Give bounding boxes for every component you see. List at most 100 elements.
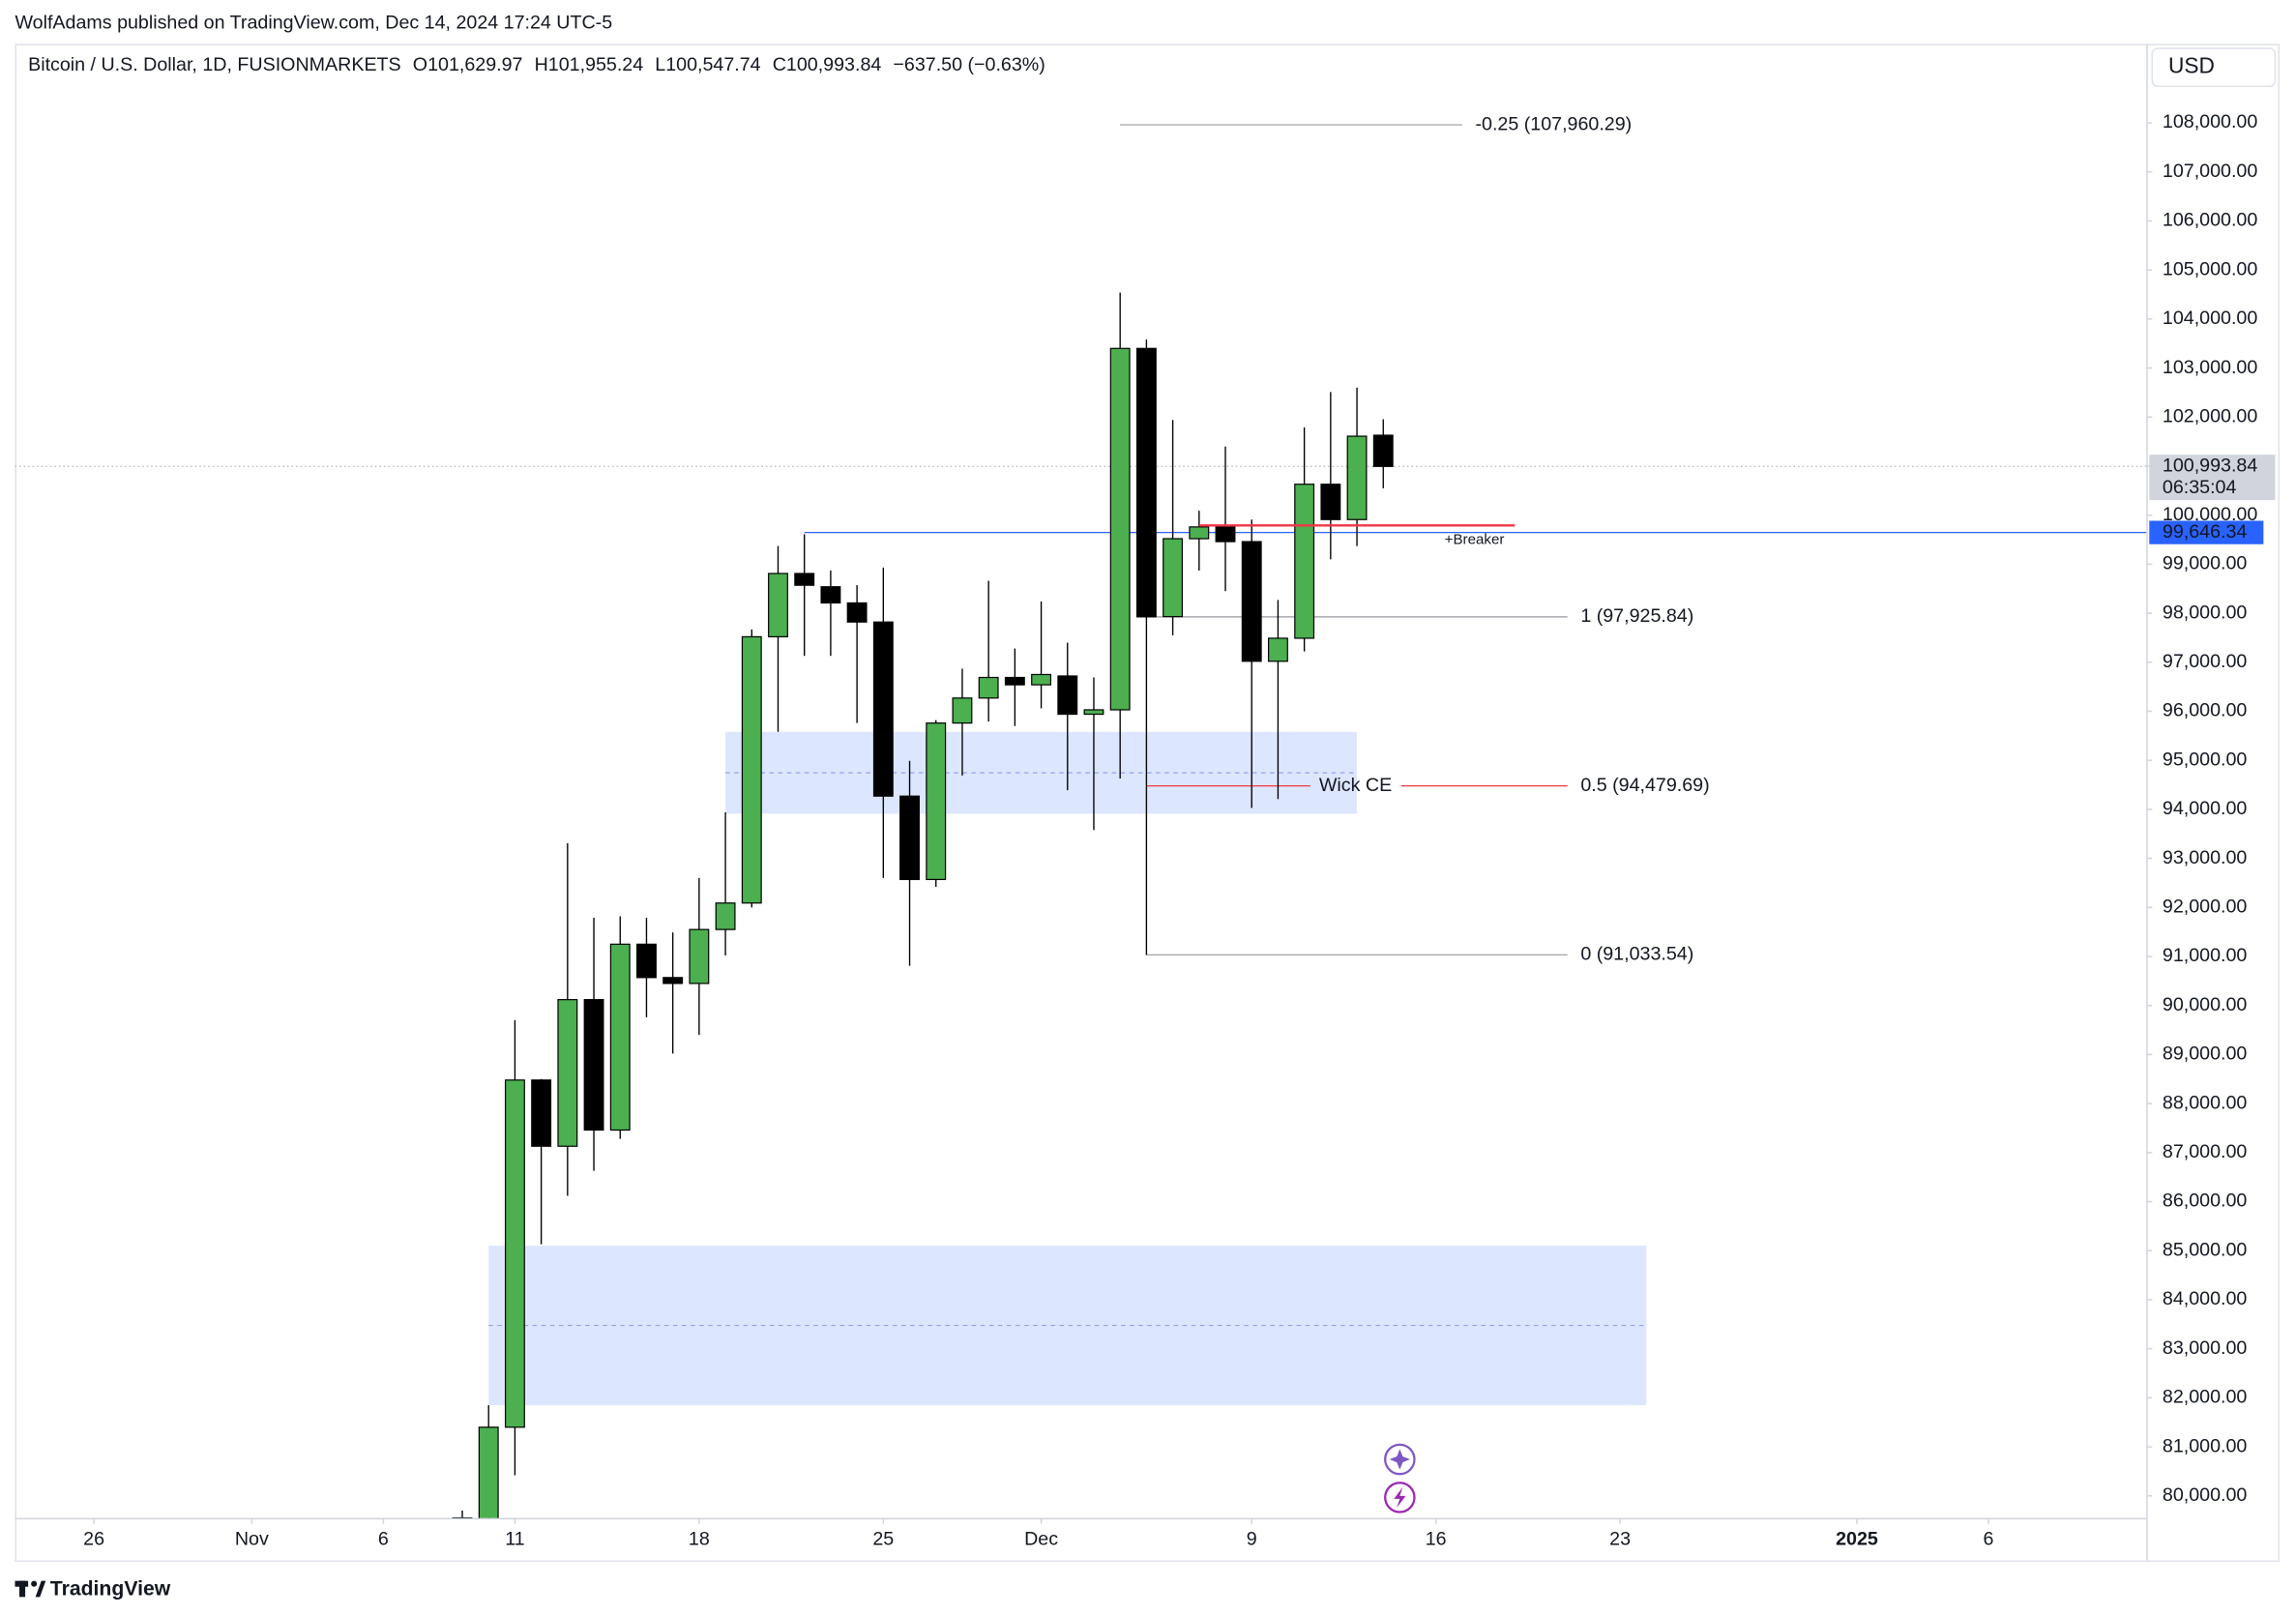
y-tick-label: 103,000.00: [2163, 357, 2257, 378]
candle-body: [557, 999, 578, 1147]
candle-body: [1320, 484, 1341, 520]
y-tick-label: 100,000.00: [2163, 504, 2257, 525]
x-tick-label: Nov: [235, 1528, 269, 1549]
x-tick-label: 16: [1426, 1528, 1447, 1549]
currency-button[interactable]: [2151, 47, 2277, 88]
frame: [15, 44, 2281, 1562]
y-tick-label: 106,000.00: [2163, 210, 2257, 231]
icon-bolt: [1394, 1486, 1406, 1508]
plot: -0.25 (107,960.29) 1 (97,925.84) Wick CE 0.…: [15, 113, 2147, 1518]
x-tick-label: 2025: [1836, 1528, 1878, 1549]
candle-body: [1031, 673, 1052, 686]
y-tick-label: 82,000.00: [2163, 1387, 2248, 1408]
x-tick-label: 11: [505, 1528, 524, 1549]
candle-body: [1004, 676, 1025, 686]
candle-body: [1372, 434, 1394, 467]
candle-body: [768, 573, 788, 638]
x-tick-label: Dec: [1024, 1528, 1058, 1549]
x-tick-label: 9: [1247, 1528, 1257, 1549]
price-line-box: [2149, 520, 2264, 544]
y-tick-label: 95,000.00: [2163, 749, 2248, 770]
legend-key: H: [535, 54, 548, 75]
candle-body: [820, 586, 841, 604]
candle-body: [1189, 526, 1210, 540]
legend: Bitcoin / U.S. Dollar, 1D, FUSIONMARKETS…: [28, 54, 1045, 75]
candle-body: [1294, 484, 1315, 639]
x-tick-label: 18: [689, 1528, 710, 1549]
legend-key: C: [773, 54, 786, 75]
brand-logo: [15, 1580, 46, 1598]
y-tick-label: 92,000.00: [2163, 896, 2248, 918]
legend-value: 101,955.24: [548, 54, 643, 75]
candle-body: [1083, 709, 1104, 716]
legend-title: Bitcoin / U.S. Dollar, 1D, FUSIONMARKETS: [28, 54, 401, 75]
currency[interactable]: USD: [2168, 53, 2215, 78]
y-tick-label: 90,000.00: [2163, 994, 2248, 1015]
y-tick-label: 88,000.00: [2163, 1092, 2248, 1113]
y-tick-label: 97,000.00: [2163, 651, 2248, 672]
candle-body: [583, 999, 604, 1131]
candle-body: [1346, 435, 1368, 520]
legend-value: 100,993.84: [786, 54, 881, 75]
candle-body: [478, 1426, 499, 1518]
y-tick-label: 93,000.00: [2163, 847, 2248, 868]
y-tick-label: 108,000.00: [2163, 111, 2257, 132]
candle-body: [741, 635, 762, 904]
zone: [488, 1246, 1647, 1405]
y-tick-label: 105,000.00: [2163, 258, 2257, 279]
x-tick-label: 6: [378, 1528, 389, 1549]
y-tick-label: 86,000.00: [2163, 1190, 2248, 1212]
candle-body: [662, 977, 684, 984]
y-tick-label: 81,000.00: [2163, 1435, 2248, 1456]
fib-label: 1 (97,925.84): [1580, 605, 1693, 627]
icon-star: [1389, 1449, 1410, 1470]
candle-body: [978, 676, 999, 699]
fib-annotation: Wick CE: [1319, 775, 1392, 796]
candle-body: [926, 722, 947, 881]
publisher: WolfAdams published on TradingView.com, …: [15, 12, 612, 33]
axes: 80,000.00 81,000.00 82,000.00 83,000.00 84,0…: [83, 111, 2276, 1549]
candle-body: [846, 602, 868, 623]
candle-body: [952, 697, 973, 724]
legend-change: −637.50 (−0.63%): [893, 54, 1045, 75]
logo-part: [31, 1580, 38, 1587]
breaker-label: +Breaker: [1445, 531, 1505, 547]
x-tick-label: 6: [1984, 1528, 1994, 1549]
fib-label: -0.25 (107,960.29): [1476, 113, 1633, 134]
y-tick-label: 83,000.00: [2163, 1337, 2248, 1359]
candle-body: [609, 943, 631, 1131]
legend-key: O: [413, 54, 427, 75]
candle-body: [1109, 347, 1131, 711]
candle-body: [1241, 541, 1262, 662]
logo-part: [35, 1580, 46, 1598]
candle-body: [872, 621, 894, 797]
y-tick-label: 87,000.00: [2163, 1141, 2248, 1162]
candle-body: [1163, 538, 1184, 618]
candle-body: [1057, 675, 1078, 716]
legend-value: 101,629.97: [427, 54, 522, 75]
candle-body: [636, 943, 657, 979]
y-tick-label: 80,000.00: [2163, 1484, 2248, 1506]
candle-body: [1267, 637, 1288, 662]
legend-key: L: [655, 54, 665, 75]
y-tick-label: 102,000.00: [2163, 405, 2257, 426]
brand: TradingView: [50, 1577, 171, 1600]
y-tick-label: 96,000.00: [2163, 700, 2248, 721]
y-tick-label: 94,000.00: [2163, 798, 2248, 819]
icons: [1384, 1443, 1416, 1513]
countdown: 06:35:04: [2163, 477, 2237, 498]
price-line-label: 99,646.34: [2163, 521, 2248, 543]
candle-body: [899, 795, 920, 881]
fib-label: 0 (91,033.54): [1580, 944, 1693, 965]
y-tick-label: 89,000.00: [2163, 1043, 2248, 1065]
y-tick-label: 104,000.00: [2163, 308, 2257, 329]
candle-body: [1215, 526, 1236, 543]
y-tick-label: 107,000.00: [2163, 161, 2257, 182]
y-tick-label: 85,000.00: [2163, 1239, 2248, 1260]
x-tick-label: 23: [1609, 1528, 1631, 1549]
candle-body: [689, 928, 710, 984]
candle-body: [715, 902, 736, 930]
candle-body: [1135, 347, 1157, 618]
candle-body: [531, 1079, 552, 1147]
